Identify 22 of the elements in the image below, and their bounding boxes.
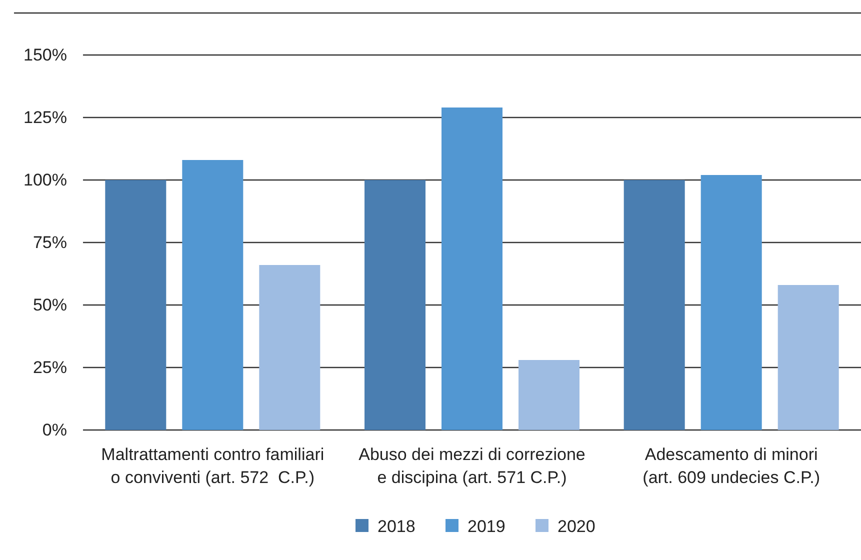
y-tick-label: 50% — [32, 295, 67, 314]
y-tick-label: 150% — [24, 45, 67, 64]
x-tick-label: Maltrattamenti contro familiari o conviventi (art. 572 C.P.) — [101, 445, 324, 487]
x-tick-label: Adescamento di minori (art. 609 undecies C.P.) — [642, 445, 820, 487]
y-tick-label: 125% — [24, 108, 67, 127]
bar — [105, 180, 166, 430]
x-tick-label: Abuso dei mezzi di correzione e discipina (art. 571 C.P.) — [358, 445, 586, 487]
bar — [364, 180, 426, 430]
bar — [259, 265, 320, 430]
y-tick-label: 0% — [42, 420, 67, 440]
bar — [778, 285, 839, 430]
y-tick-label: 75% — [32, 232, 67, 252]
legend-label: 2019 — [468, 517, 506, 536]
y-tick-label: 25% — [32, 358, 67, 377]
bar — [700, 175, 762, 430]
bar — [182, 160, 244, 430]
bar — [624, 180, 685, 430]
legend-label: 2020 — [558, 517, 596, 536]
bar — [442, 108, 502, 430]
legend-label: 2018 — [378, 517, 416, 536]
y-tick-label: 100% — [24, 170, 67, 190]
bar — [518, 360, 580, 430]
